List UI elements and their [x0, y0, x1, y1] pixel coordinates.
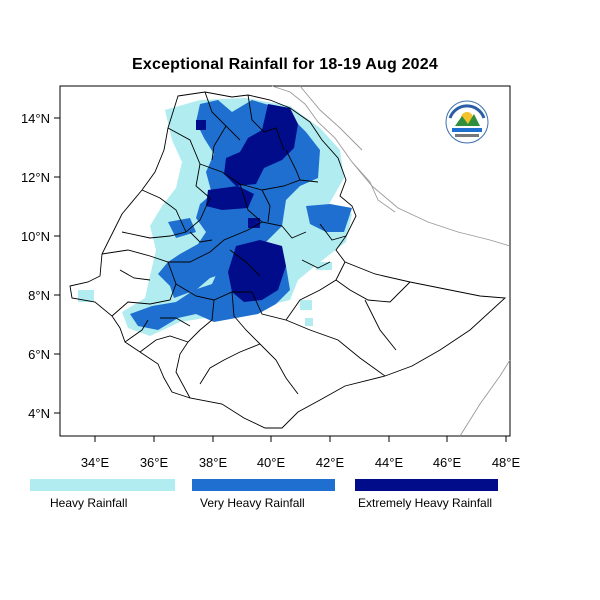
map-frame — [59, 85, 511, 437]
x-tick-labels: 34°E 36°E 38°E 40°E 42°E 44°E 46°E 48°E — [81, 455, 521, 470]
y-tick-label: 12°N — [21, 170, 50, 185]
map-title: Exceptional Rainfall for 18-19 Aug 2024 — [132, 56, 438, 73]
x-tick-label: 42°E — [316, 455, 345, 470]
y-tick-label: 6°N — [28, 347, 50, 362]
legend-swatch-extremely-heavy — [355, 479, 498, 491]
legend-label-heavy: Heavy Rainfall — [50, 496, 128, 510]
x-tick-label: 36°E — [140, 455, 169, 470]
x-tick-label: 48°E — [492, 455, 521, 470]
legend-swatch-very-heavy — [192, 479, 335, 491]
y-tick-label: 10°N — [21, 229, 50, 244]
x-tick-label: 34°E — [81, 455, 110, 470]
x-tick-label: 40°E — [257, 455, 286, 470]
axis-ticks — [54, 117, 507, 442]
y-tick-labels: 14°N 12°N 10°N 8°N 6°N 4°N — [21, 111, 50, 421]
y-tick-label: 8°N — [28, 288, 50, 303]
legend-swatch-heavy — [30, 479, 175, 491]
x-tick-label: 44°E — [375, 455, 404, 470]
x-tick-label: 46°E — [433, 455, 462, 470]
legend-label-extremely-heavy: Extremely Heavy Rainfall — [358, 496, 493, 510]
rainfall-extremely-heavy-regions — [196, 104, 298, 302]
legend-label-very-heavy: Very Heavy Rainfall — [200, 496, 305, 510]
y-tick-label: 14°N — [21, 111, 50, 126]
x-tick-label: 38°E — [199, 455, 228, 470]
y-tick-label: 4°N — [28, 406, 50, 421]
region-boundaries — [69, 91, 507, 429]
neighbor-borders — [271, 85, 511, 437]
meteorology-agency-logo-icon — [445, 100, 489, 144]
